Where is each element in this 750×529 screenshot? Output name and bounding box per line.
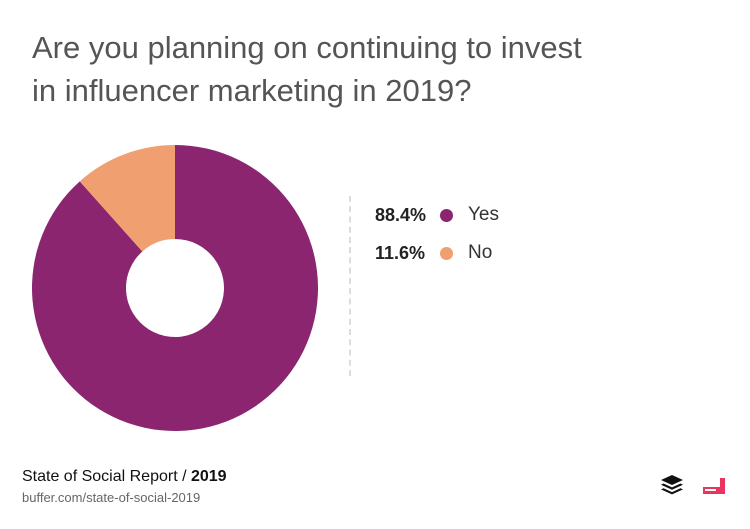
legend-dot-yes xyxy=(440,208,453,222)
legend-item-no: 11.6% No xyxy=(375,234,499,272)
legend-label-no: No xyxy=(468,242,493,263)
donut-slice-no xyxy=(79,145,175,252)
legend-value-yes: 88.4% xyxy=(375,204,427,225)
chart-title: Are you planning on continuing to invest… xyxy=(32,26,632,112)
footer-report-name: State of Social Report / xyxy=(22,468,191,485)
brand-logo-icon xyxy=(703,478,725,494)
legend-item-yes: 88.4% Yes xyxy=(375,196,499,234)
chart-title-line-2: in influencer marketing in 2019? xyxy=(32,73,472,108)
buffer-logo-icon xyxy=(661,475,683,495)
footer-report-year: 2019 xyxy=(190,468,227,485)
legend-value-no: 11.6% xyxy=(375,242,426,263)
chart-title-line-1: Are you planning on continuing to invest xyxy=(32,30,582,65)
donut-slice-yes xyxy=(32,145,318,431)
legend-divider xyxy=(349,196,351,376)
legend: 88.4% Yes 11.6% No xyxy=(375,196,499,272)
footer-url: buffer.com/state-of-social-2019 xyxy=(22,490,201,505)
footer-report-title: State of Social Report / 2019 xyxy=(22,468,227,486)
legend-label-yes: Yes xyxy=(468,204,499,225)
legend-dot-no xyxy=(440,246,453,260)
